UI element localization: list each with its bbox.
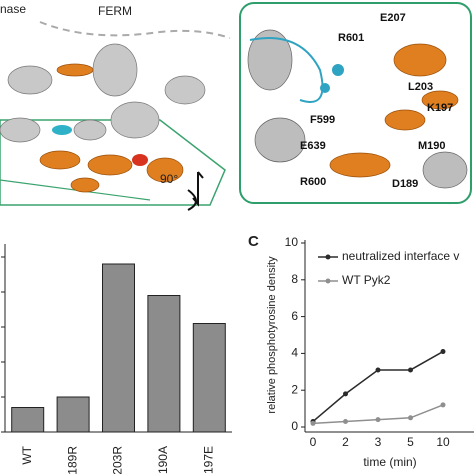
y-tick-label: 8 xyxy=(291,272,298,286)
bar xyxy=(192,323,226,433)
point xyxy=(310,420,316,426)
residue-label: R600 xyxy=(300,176,326,188)
point xyxy=(440,402,446,408)
residue-label: M190 xyxy=(418,140,446,152)
legend-marker xyxy=(325,278,331,284)
y-tick-label: 2 xyxy=(291,382,298,396)
residue-label: L203 xyxy=(408,81,433,93)
point xyxy=(375,417,381,423)
point xyxy=(343,418,348,424)
residue-label: E207 xyxy=(380,12,406,24)
structure-right xyxy=(239,2,472,204)
structure-label: 90° xyxy=(160,172,178,186)
x-tick-label: L203R xyxy=(111,446,125,474)
x-tick-label: 10 xyxy=(436,435,450,449)
x-tick-label: 5 xyxy=(407,435,414,449)
residue-label: D189 xyxy=(392,178,418,190)
structure-label: nase xyxy=(0,2,26,16)
y-tick-label: 10 xyxy=(285,235,299,249)
legend-label: WT Pyk2 xyxy=(342,273,391,287)
x-tick-label: K197E xyxy=(201,446,215,474)
x-tick-label: 0 xyxy=(310,435,317,449)
point xyxy=(408,367,413,373)
residue-label: R601 xyxy=(338,32,364,44)
x-tick-label: 3 xyxy=(375,435,382,449)
y-axis-label: relative phosphotyrosine density xyxy=(266,256,278,414)
x-tick-label: WT xyxy=(20,445,34,464)
x-tick-label: D189R xyxy=(65,446,79,474)
residue-label: K197 xyxy=(427,102,453,114)
point xyxy=(375,367,381,373)
bar xyxy=(56,396,90,433)
point xyxy=(440,349,446,355)
legend-marker xyxy=(325,254,331,260)
bar xyxy=(147,295,181,433)
bar xyxy=(11,407,45,433)
series-line xyxy=(312,350,444,423)
legend-label: neutralized interface v xyxy=(342,249,459,263)
x-tick-label: M190A xyxy=(156,446,170,474)
bar xyxy=(102,263,135,433)
point xyxy=(408,415,413,421)
x-axis-label: time (min) xyxy=(363,455,416,469)
point xyxy=(343,391,348,397)
structure-label: FERM xyxy=(98,4,132,18)
x-tick-label: 2 xyxy=(342,435,349,449)
panel-label: C xyxy=(248,233,259,250)
y-tick-label: 6 xyxy=(291,309,298,323)
structure-left xyxy=(0,21,231,211)
residue-label: F599 xyxy=(310,114,335,126)
y-tick-label: 4 xyxy=(291,346,298,360)
residue-label: E639 xyxy=(300,140,326,152)
y-tick-label: 0 xyxy=(291,419,298,433)
